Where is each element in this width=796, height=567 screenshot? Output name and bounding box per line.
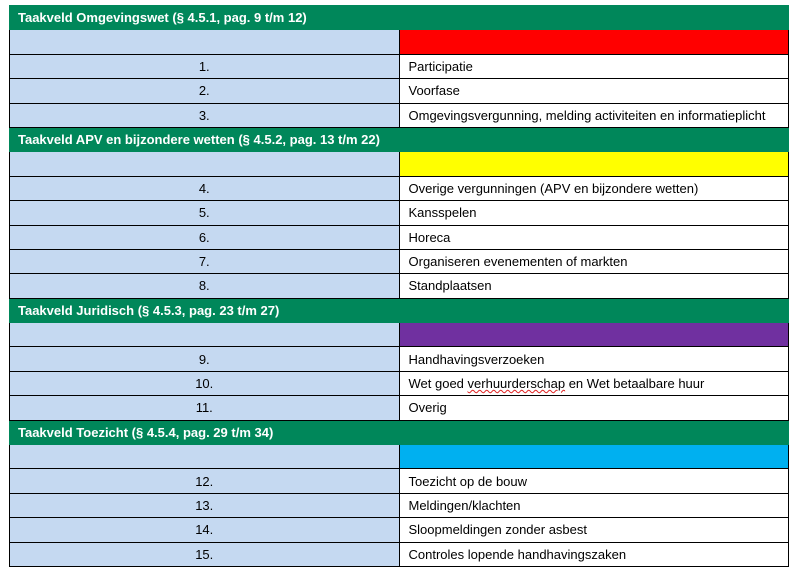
table-row: 15. Controles lopende handhavingszaken xyxy=(9,541,789,567)
section-color-bar xyxy=(398,444,789,470)
item-label: Overig xyxy=(398,395,789,421)
table-row: 9. Handhavingsverzoeken xyxy=(9,346,789,372)
section-color-bar xyxy=(398,151,789,177)
table-row: 11. Overig xyxy=(9,395,789,421)
item-label: Horeca xyxy=(398,224,789,250)
item-number: 7. xyxy=(9,248,400,275)
item-number: 11. xyxy=(9,395,400,421)
item-label: Omgevingsvergunning, melding activiteite… xyxy=(398,102,789,128)
section-header: Taakveld Toezicht (§ 4.5.4, pag. 29 t/m … xyxy=(9,419,789,446)
table-row: 1. Participatie xyxy=(9,53,789,80)
item-label: Standplaatsen xyxy=(398,273,789,299)
item-label: Sloopmeldingen zonder asbest xyxy=(398,517,789,543)
section-color-bar xyxy=(398,29,789,55)
item-number: 10. xyxy=(9,370,400,397)
section-color-bar xyxy=(398,322,789,348)
table-row: 5. Kansspelen xyxy=(9,200,789,226)
taakvelden-table: Taakveld Omgevingswet (§ 4.5.1, pag. 9 t… xyxy=(9,4,789,567)
item-number: 3. xyxy=(9,102,400,128)
table-row: 14. Sloopmeldingen zonder asbest xyxy=(9,517,789,543)
item-label: Overige vergunningen (APV en bijzondere … xyxy=(398,175,789,202)
section-title: Taakveld Juridisch (§ 4.5.3, pag. 23 t/m… xyxy=(9,297,789,324)
item-number: 12. xyxy=(9,468,400,494)
item-number: 2. xyxy=(9,78,400,104)
table-row: 2. Voorfase xyxy=(9,78,789,104)
section-title: Taakveld Omgevingswet (§ 4.5.1, pag. 9 t… xyxy=(9,4,789,31)
table-row: 12. Toezicht op de bouw xyxy=(9,468,789,494)
item-number: 15. xyxy=(9,541,400,567)
item-label: Meldingen/klachten xyxy=(398,492,789,519)
table-row: 6. Horeca xyxy=(9,224,789,250)
item-label: Kansspelen xyxy=(398,200,789,226)
item-number: 8. xyxy=(9,273,400,299)
section-color-row xyxy=(9,322,789,348)
item-label: Toezicht op de bouw xyxy=(398,468,789,494)
item-label: Handhavingsverzoeken xyxy=(398,346,789,372)
section-header: Taakveld Omgevingswet (§ 4.5.1, pag. 9 t… xyxy=(9,4,789,31)
item-label: Organiseren evenementen of markten xyxy=(398,248,789,275)
section-color-row xyxy=(9,29,789,55)
item-label: Participatie xyxy=(398,53,789,80)
item-number: 6. xyxy=(9,224,400,250)
section-header: Taakveld Juridisch (§ 4.5.3, pag. 23 t/m… xyxy=(9,297,789,324)
item-number: 1. xyxy=(9,53,400,80)
table-row: 10. Wet goed verhuurderschap en Wet betaa… xyxy=(9,370,789,397)
table-row: 8. Standplaatsen xyxy=(9,273,789,299)
table-row: 3. Omgevingsvergunning, melding activitei… xyxy=(9,102,789,128)
table-row: 7. Organiseren evenementen of markten xyxy=(9,248,789,275)
section-title: Taakveld Toezicht (§ 4.5.4, pag. 29 t/m … xyxy=(9,419,789,446)
section-color-row xyxy=(9,151,789,177)
section-header: Taakveld APV en bijzondere wetten (§ 4.5… xyxy=(9,126,789,153)
item-number: 9. xyxy=(9,346,400,372)
item-number: 13. xyxy=(9,492,400,519)
table-row: 4. Overige vergunningen (APV en bijzonder… xyxy=(9,175,789,202)
item-number: 5. xyxy=(9,200,400,226)
table-row: 13. Meldingen/klachten xyxy=(9,492,789,519)
item-label: Voorfase xyxy=(398,78,789,104)
item-label: Wet goed verhuurderschap en Wet betaalba… xyxy=(398,370,789,397)
section-title: Taakveld APV en bijzondere wetten (§ 4.5… xyxy=(9,126,789,153)
item-number: 14. xyxy=(9,517,400,543)
item-label: Controles lopende handhavingszaken xyxy=(398,541,789,567)
item-number: 4. xyxy=(9,175,400,202)
section-color-row xyxy=(9,444,789,470)
spellcheck-word: verhuurderschap xyxy=(467,376,566,392)
